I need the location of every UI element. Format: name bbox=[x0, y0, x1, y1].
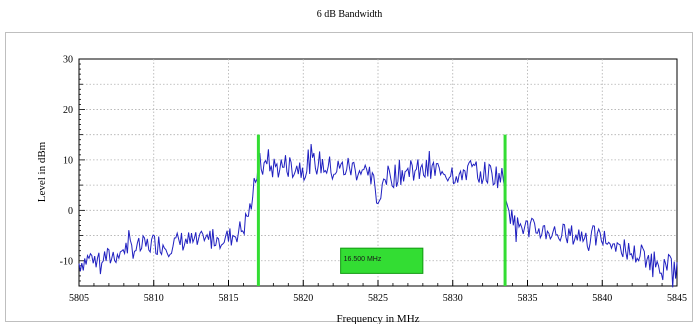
x-tick-label: 5820 bbox=[293, 293, 313, 304]
y-axis-title: Level in dBm bbox=[36, 141, 48, 202]
x-tick-label: 5845 bbox=[667, 293, 687, 304]
x-tick-label: 5810 bbox=[144, 293, 164, 304]
y-tick-label: 0 bbox=[68, 206, 73, 217]
x-axis-title: Frequency in MHz bbox=[336, 313, 419, 324]
y-tick-label: 20 bbox=[63, 105, 73, 116]
y-tick-label: 30 bbox=[63, 55, 73, 66]
x-tick-label: 5840 bbox=[592, 293, 612, 304]
x-tick-label: 5815 bbox=[219, 293, 239, 304]
y-tick-label: 10 bbox=[63, 155, 73, 166]
x-tick-label: 5805 bbox=[69, 293, 89, 304]
x-tick-label: 5825 bbox=[368, 293, 388, 304]
x-tick-label: 5830 bbox=[443, 293, 463, 304]
x-tick-label: 5835 bbox=[518, 293, 538, 304]
bandwidth-label-text: 16.500 MHz bbox=[344, 256, 382, 263]
y-tick-label: -10 bbox=[60, 256, 73, 267]
